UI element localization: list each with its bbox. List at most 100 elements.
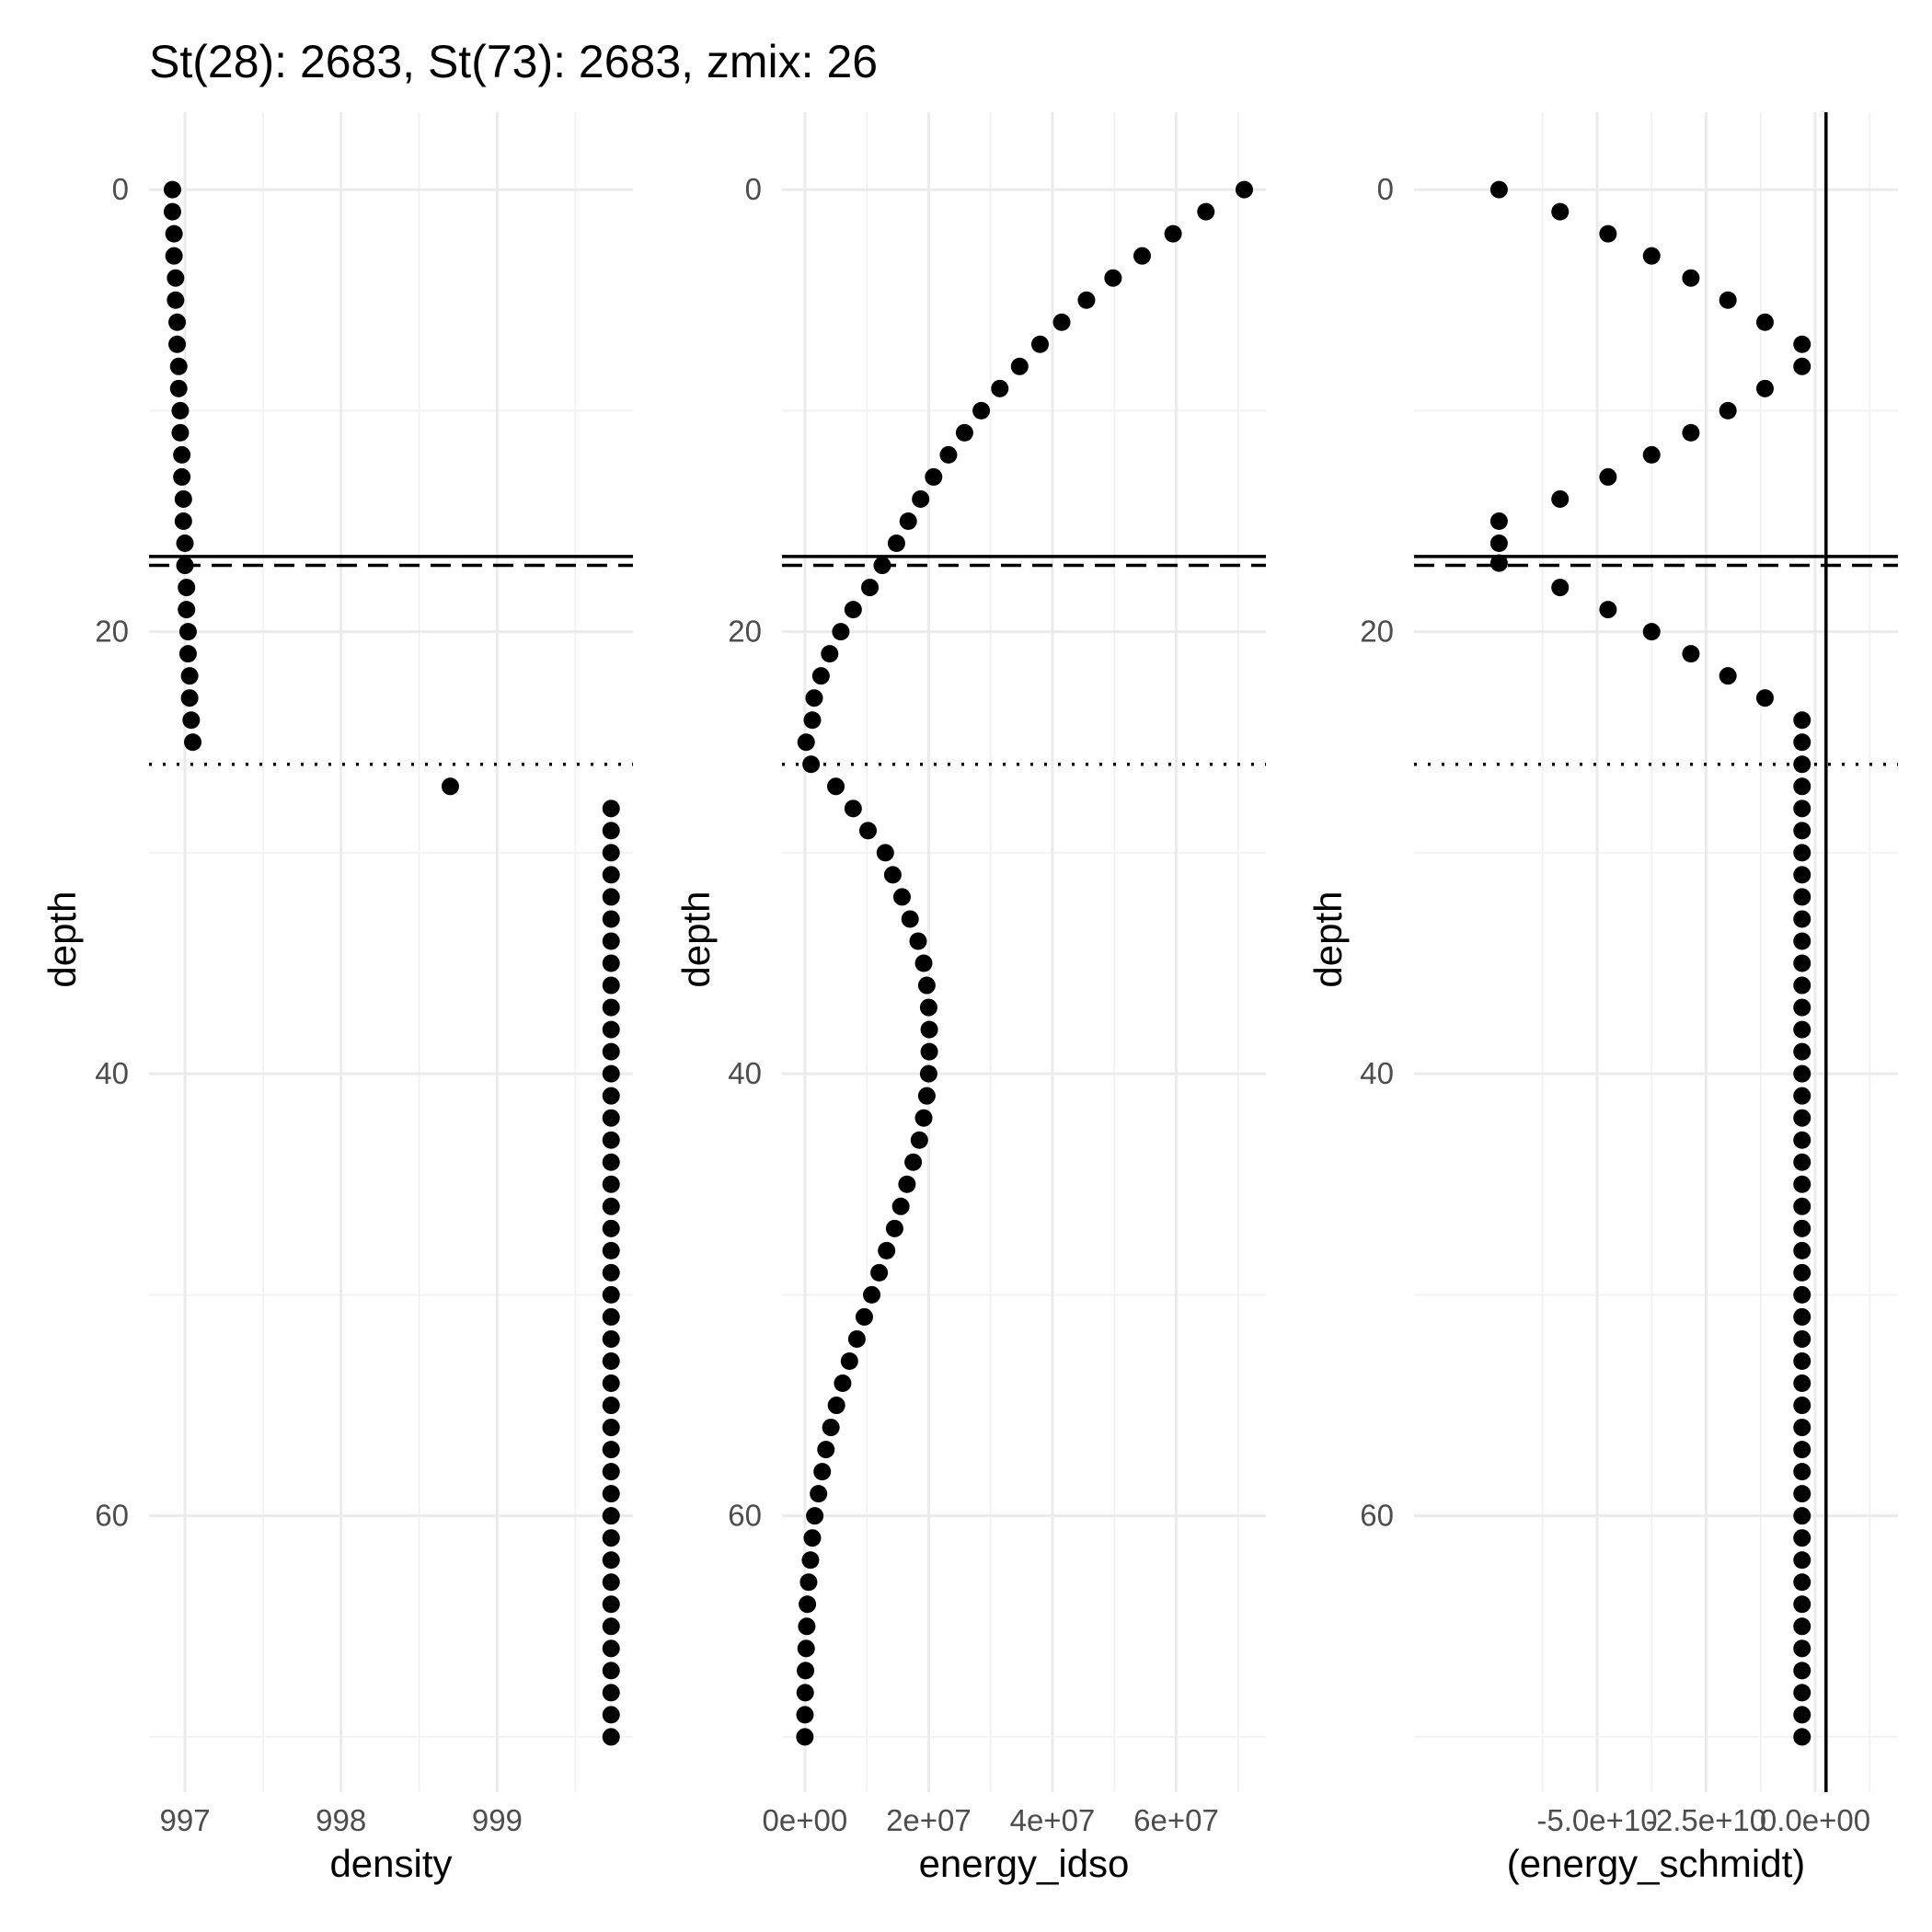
data-point: [1052, 313, 1071, 331]
data-point: [1133, 247, 1151, 265]
data-point: [1793, 1219, 1811, 1237]
data-point: [182, 711, 201, 730]
data-point: [171, 423, 190, 442]
data-point: [441, 777, 459, 796]
data-point: [844, 601, 862, 619]
panel-1: 0 20 40 60 997 998 999 density depth: [40, 112, 633, 1885]
data-point: [1642, 445, 1661, 464]
data-point: [1793, 888, 1811, 906]
data-point: [863, 1285, 881, 1304]
data-point: [1164, 224, 1182, 243]
data-point: [805, 689, 823, 707]
data-point: [991, 379, 1009, 397]
data-point: [1793, 1374, 1811, 1393]
data-point: [602, 799, 620, 818]
data-point: [1793, 932, 1811, 950]
data-point: [1793, 1131, 1811, 1149]
data-point: [810, 1485, 828, 1503]
data-point: [602, 998, 620, 1017]
data-point: [972, 401, 991, 420]
data-point: [602, 1684, 620, 1702]
x-axis-label: density: [329, 1842, 452, 1885]
data-point: [919, 1064, 937, 1083]
y-tick-label: 0: [112, 172, 129, 206]
data-point: [602, 866, 620, 884]
data-point: [602, 1285, 620, 1304]
data-point: [602, 954, 620, 972]
data-point: [878, 1241, 896, 1259]
data-point: [602, 1087, 620, 1105]
x-tick-label: 998: [316, 1803, 366, 1837]
data-point: [892, 888, 911, 906]
data-point: [912, 489, 930, 508]
data-point: [796, 1684, 814, 1702]
data-point: [1793, 1662, 1811, 1680]
x-tick-label: 997: [159, 1803, 210, 1837]
data-point: [1793, 1285, 1811, 1304]
data-point: [1793, 1307, 1811, 1326]
data-point: [168, 335, 187, 353]
data-point: [1682, 645, 1700, 663]
data-point: [171, 401, 190, 420]
data-point: [602, 1175, 620, 1193]
data-point: [602, 1109, 620, 1127]
data-point: [1719, 667, 1737, 685]
data-point: [1719, 291, 1737, 309]
x-tick-label: 0e+00: [763, 1803, 848, 1837]
y-tick-label: 40: [1360, 1056, 1394, 1090]
data-point: [1793, 1463, 1811, 1481]
data-point: [180, 689, 199, 707]
data-point: [602, 1706, 620, 1724]
data-point: [799, 1595, 817, 1614]
data-point: [169, 379, 188, 397]
data-point: [602, 1153, 620, 1171]
data-point: [827, 1397, 845, 1415]
data-point: [920, 1020, 938, 1039]
data-point: [602, 1463, 620, 1481]
data-point: [910, 1131, 928, 1149]
data-point: [602, 1042, 620, 1061]
data-point: [602, 1329, 620, 1348]
data-point: [914, 954, 933, 972]
data-point: [602, 1507, 620, 1525]
data-point: [1793, 1020, 1811, 1039]
data-point: [1793, 755, 1811, 774]
data-point: [1489, 180, 1508, 199]
data-point: [1642, 623, 1661, 641]
data-point: [165, 247, 183, 265]
data-point: [1793, 1087, 1811, 1105]
data-point: [602, 1351, 620, 1370]
data-point: [602, 1617, 620, 1636]
data-point: [602, 1485, 620, 1503]
data-point: [806, 1507, 824, 1525]
data-point: [811, 667, 830, 685]
data-point: [1793, 1485, 1811, 1503]
data-point: [602, 1197, 620, 1215]
data-point: [602, 1307, 620, 1326]
y-tick-label: 20: [95, 615, 129, 649]
y-tick-label: 20: [728, 615, 762, 649]
data-point: [1793, 1241, 1811, 1259]
data-point: [1077, 291, 1096, 309]
data-point: [1682, 423, 1700, 442]
data-point: [925, 467, 943, 486]
y-tick-label: 60: [728, 1499, 762, 1533]
data-point: [801, 1551, 820, 1570]
data-point: [917, 976, 936, 995]
data-point: [939, 445, 958, 464]
data-point: [163, 202, 181, 221]
data-point: [885, 1219, 903, 1237]
data-point: [167, 269, 185, 287]
data-point: [1551, 579, 1570, 597]
data-point: [602, 1241, 620, 1259]
data-point: [1793, 1064, 1811, 1083]
data-point: [1719, 401, 1737, 420]
data-point: [1793, 954, 1811, 972]
data-point: [797, 1662, 815, 1680]
data-point: [1489, 512, 1508, 530]
y-axis-label: depth: [40, 891, 84, 987]
data-point: [1755, 689, 1774, 707]
panel-3: 0 20 40 60 -5.0e+10-2.5e+100.0e+00 (energy_sc…: [1306, 112, 1898, 1885]
y-tick-label: 0: [1377, 172, 1394, 206]
data-point: [1010, 357, 1029, 375]
